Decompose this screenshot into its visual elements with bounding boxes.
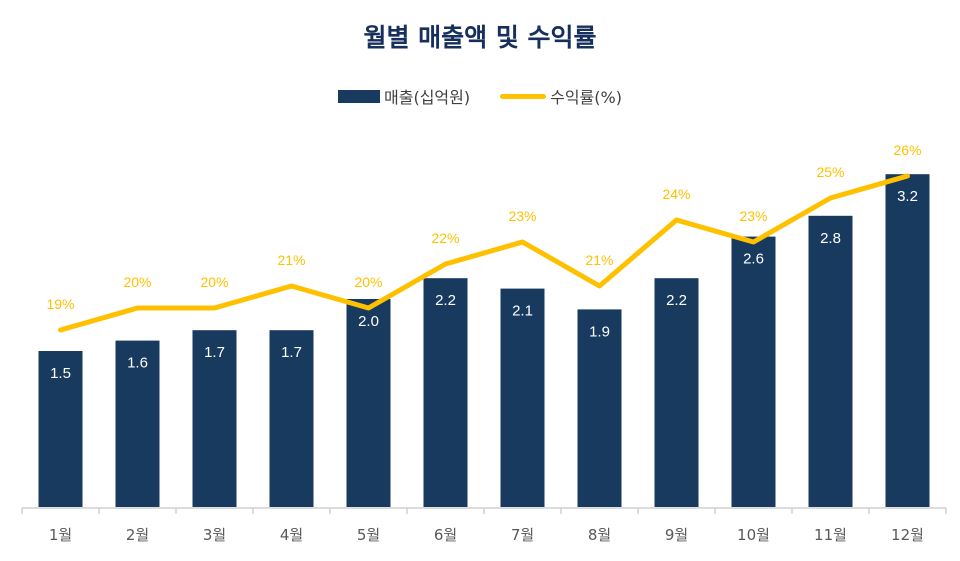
bar-data-label: 2.1 [512,303,533,320]
legend-swatch-bar [338,89,381,103]
bar-data-label: 1.5 [50,365,71,382]
bar-3 [192,330,237,507]
bar-9 [654,278,699,507]
line-data-label: 24% [662,186,690,202]
bar-5 [346,299,391,507]
legend-swatch-line [500,93,547,99]
bar-data-label: 1.7 [204,344,225,361]
bar-1 [38,351,83,507]
bar-2 [115,340,160,507]
legend: 매출(십억원) 수익률(%) [0,84,960,108]
x-tick-label: 10월 [737,526,770,544]
legend-label: 매출(십억원) [384,88,471,107]
x-tick-label: 11월 [814,526,847,544]
bar-data-label: 1.9 [589,323,610,340]
legend-label: 수익률(%) [550,88,622,107]
line-data-label: 26% [893,142,921,158]
line-data-label: 23% [508,208,536,224]
bar-6 [423,278,468,507]
line-data-label: 20% [200,274,228,290]
bar-data-label: 2.6 [743,251,764,268]
bar-4 [269,330,314,507]
line-data-label: 21% [277,252,305,268]
x-tick-label: 5월 [357,526,380,544]
x-tick-label: 8월 [588,526,611,544]
x-tick-label: 1월 [49,526,72,544]
margin-line [58,173,910,333]
bar-data-label: 1.7 [281,344,302,361]
x-tick-label: 6월 [434,526,457,544]
bar-8 [577,309,622,507]
x-tick-label: 4월 [280,526,303,544]
bar-data-label: 3.2 [897,188,918,205]
chart-title: 월별 매출액 및 수익률 [363,23,597,52]
line-data-label: 20% [123,274,151,290]
bar-data-label: 1.6 [127,355,148,372]
legend-item-margin: 수익률(%) [500,84,622,108]
line-data-label: 19% [46,296,74,312]
line-data-label: 25% [816,164,844,180]
x-tick-label: 9월 [665,526,688,544]
line-data-label: 20% [354,274,382,290]
bar-11 [808,215,853,508]
x-tick-label: 12월 [891,526,924,544]
legend-item-sales: 매출(십억원) [338,84,470,108]
bar-data-label: 2.2 [435,292,456,309]
bar-12 [885,174,930,507]
x-tick-label: 2월 [126,526,149,544]
x-tick-label: 3월 [203,526,226,544]
line-data-label: 22% [431,230,459,246]
bar-7 [500,288,545,507]
bar-data-label: 2.8 [820,230,841,247]
bar-10 [731,236,776,507]
line-data-label: 21% [585,252,613,268]
line-data-label: 23% [739,208,767,224]
bar-data-label: 2.0 [358,313,379,330]
x-tick-label: 7월 [511,526,534,544]
bar-data-label: 2.2 [666,292,687,309]
